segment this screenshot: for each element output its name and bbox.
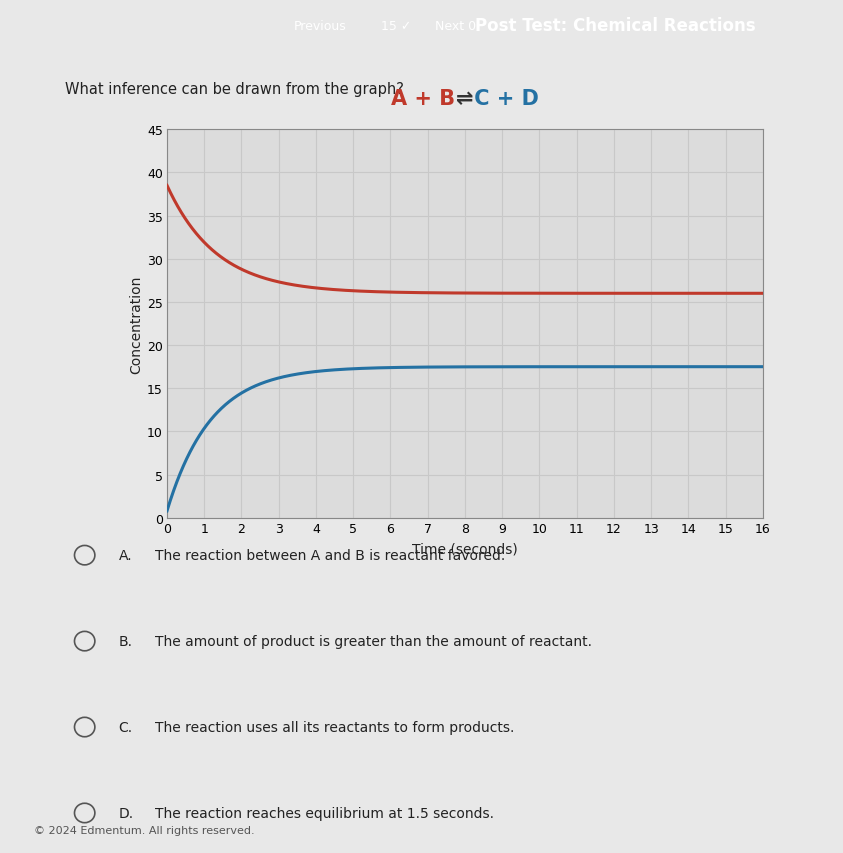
Text: Previous: Previous (294, 20, 346, 33)
Text: The reaction reaches equilibrium at 1.5 seconds.: The reaction reaches equilibrium at 1.5 … (155, 806, 494, 820)
Y-axis label: Concentration: Concentration (129, 275, 142, 374)
Text: C + D: C + D (468, 89, 540, 108)
Text: © 2024 Edmentum. All rights reserved.: © 2024 Edmentum. All rights reserved. (34, 825, 255, 835)
Text: What inference can be drawn from the graph?: What inference can be drawn from the gra… (65, 82, 404, 96)
Text: D.: D. (118, 806, 133, 820)
Text: ⇌: ⇌ (456, 89, 474, 108)
Text: The reaction uses all its reactants to form products.: The reaction uses all its reactants to f… (155, 720, 514, 734)
Text: A + B: A + B (391, 89, 463, 108)
Text: The amount of product is greater than the amount of reactant.: The amount of product is greater than th… (155, 635, 593, 648)
Text: Post Test: Chemical Reactions: Post Test: Chemical Reactions (475, 17, 755, 36)
Text: 15 ✓: 15 ✓ (381, 20, 411, 33)
Text: C.: C. (118, 720, 132, 734)
Text: Next 0: Next 0 (435, 20, 475, 33)
Text: A.: A. (118, 548, 132, 562)
Text: B.: B. (118, 635, 132, 648)
X-axis label: Time (seconds): Time (seconds) (412, 543, 518, 556)
Text: The reaction between A and B is reactant favored.: The reaction between A and B is reactant… (155, 548, 506, 562)
